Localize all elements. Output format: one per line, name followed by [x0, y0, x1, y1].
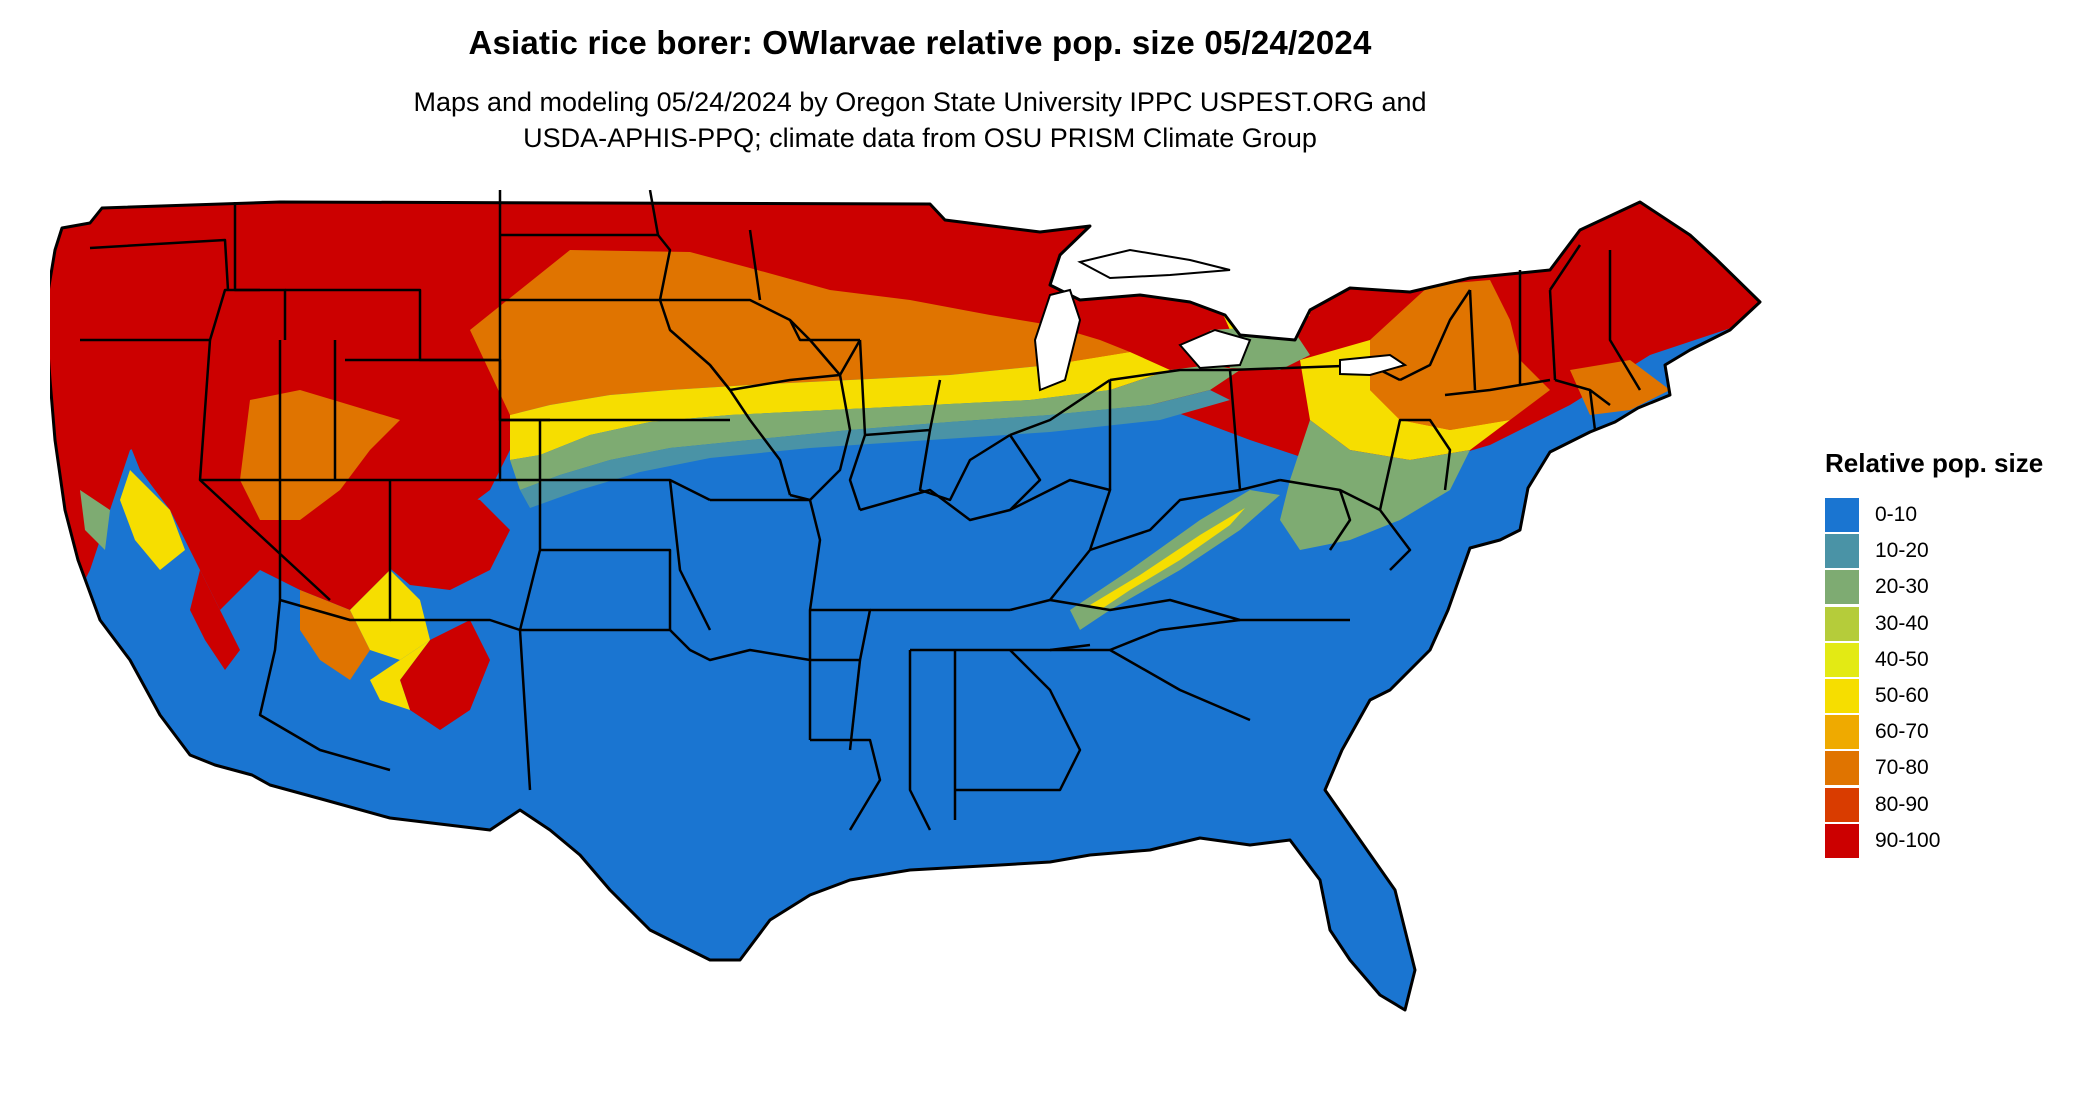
subtitle-line-2: USDA-APHIS-PPQ; climate data from OSU PR… — [523, 123, 1317, 153]
legend-item: 0-10 — [1825, 497, 2085, 533]
legend: Relative pop. size 0-10 10-20 20-30 30-40 40… — [1825, 448, 2085, 859]
legend-item: 90-100 — [1825, 823, 2085, 859]
map-svg — [50, 190, 1762, 1012]
legend-item: 50-60 — [1825, 678, 2085, 714]
legend-label: 90-100 — [1875, 828, 1941, 852]
legend-swatch — [1825, 642, 1859, 677]
legend-swatch — [1825, 679, 1859, 714]
legend-label: 20-30 — [1875, 575, 1929, 599]
legend-label: 70-80 — [1875, 756, 1929, 780]
legend-swatch — [1825, 498, 1859, 533]
legend-swatch — [1825, 823, 1859, 858]
legend-label: 50-60 — [1875, 684, 1929, 708]
page-subtitle: Maps and modeling 05/24/2024 by Oregon S… — [0, 84, 1840, 156]
legend-swatch — [1825, 606, 1859, 641]
us-map — [50, 190, 1780, 1110]
legend-items: 0-10 10-20 20-30 30-40 40-50 50-60 60-70 70-80 8… — [1825, 497, 2085, 859]
legend-title: Relative pop. size — [1825, 448, 2044, 478]
legend-item: 40-50 — [1825, 642, 2085, 678]
legend-label: 10-20 — [1875, 539, 1929, 563]
legend-swatch — [1825, 787, 1859, 822]
legend-label: 0-10 — [1875, 503, 1918, 527]
great-lakes — [1033, 248, 1408, 392]
state-borders — [50, 190, 1762, 1012]
legend-item: 60-70 — [1825, 714, 2085, 750]
subtitle-line-1: Maps and modeling 05/24/2024 by Oregon S… — [413, 87, 1427, 117]
legend-swatch — [1825, 534, 1859, 569]
legend-item: 20-30 — [1825, 569, 2085, 605]
legend-item: 10-20 — [1825, 533, 2085, 569]
legend-swatch — [1825, 751, 1859, 786]
legend-label: 40-50 — [1875, 647, 1929, 671]
legend-item: 80-90 — [1825, 787, 2085, 823]
legend-item: 70-80 — [1825, 750, 2085, 786]
legend-label: 80-90 — [1875, 792, 1929, 816]
legend-swatch — [1825, 570, 1859, 605]
legend-label: 60-70 — [1875, 720, 1929, 744]
legend-swatch — [1825, 715, 1859, 750]
legend-item: 30-40 — [1825, 606, 2085, 642]
legend-label: 30-40 — [1875, 611, 1929, 635]
page-title: Asiatic rice borer: OWlarvae relative po… — [468, 24, 1372, 61]
